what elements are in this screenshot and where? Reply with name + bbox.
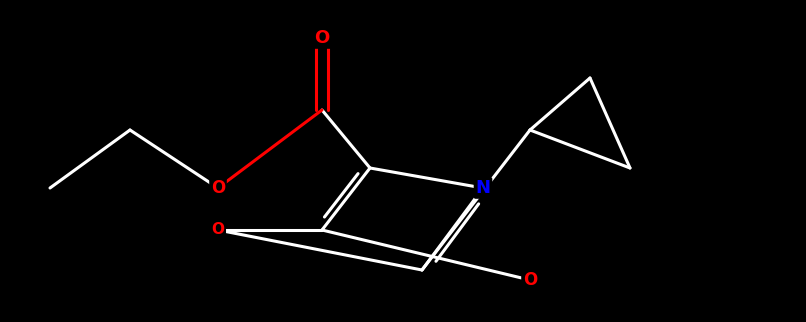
Text: O: O [211, 179, 225, 197]
Text: O: O [523, 271, 537, 289]
Text: O: O [211, 223, 225, 238]
Text: N: N [476, 179, 491, 197]
Text: O: O [314, 29, 330, 47]
